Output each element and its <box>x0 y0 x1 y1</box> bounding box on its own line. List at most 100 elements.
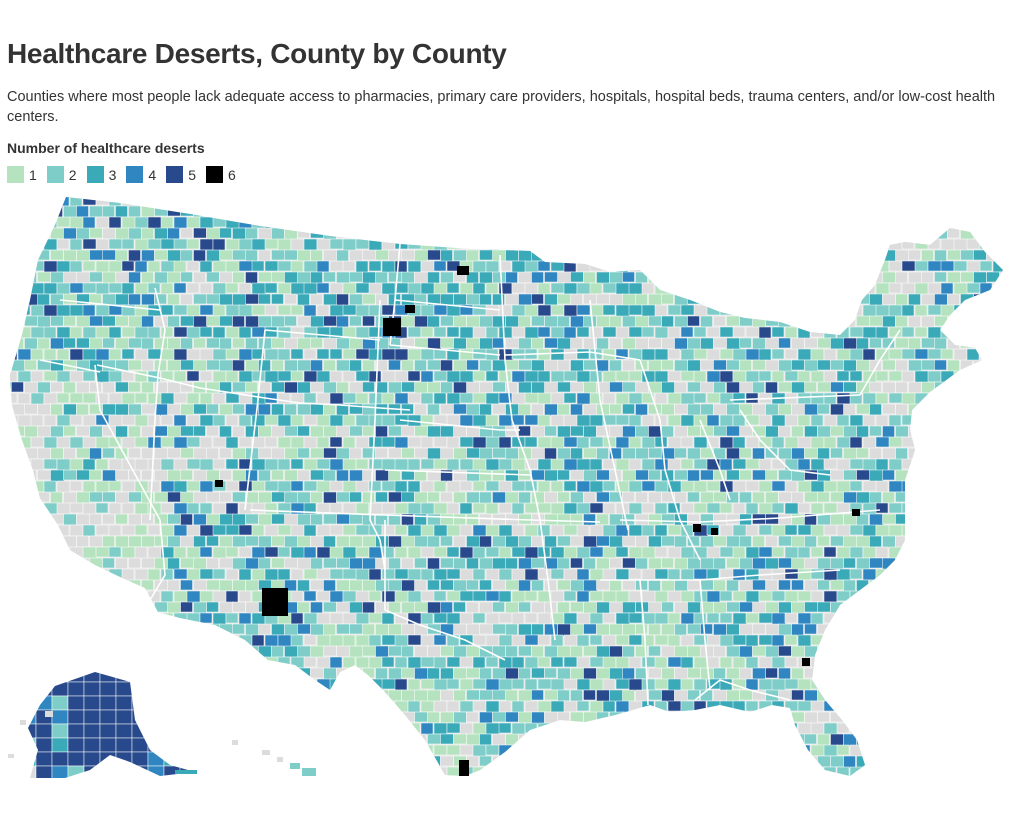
county-cell <box>89 491 103 503</box>
county-cell <box>69 436 85 450</box>
county-cell <box>89 205 104 218</box>
county-cell <box>667 326 681 340</box>
county-cell <box>63 337 76 349</box>
county-cell <box>583 689 596 701</box>
county-cell <box>56 458 72 472</box>
county-cell <box>121 502 135 515</box>
county-cell <box>212 700 227 713</box>
county-cell <box>329 197 344 206</box>
county-cell <box>115 513 128 525</box>
county-cell <box>537 700 553 713</box>
county-cell <box>394 700 409 713</box>
county-cell <box>10 524 19 536</box>
county-cell <box>589 282 603 295</box>
county-cell <box>830 205 845 219</box>
county-cell <box>531 711 545 725</box>
county-cell <box>797 480 813 494</box>
county-cell <box>701 778 715 790</box>
county-cell <box>550 326 566 339</box>
county-cell <box>420 216 435 230</box>
county-cell <box>160 590 174 603</box>
county-cell <box>407 634 422 646</box>
county-cell <box>752 711 766 724</box>
county-cell <box>869 645 882 657</box>
county-cell <box>719 348 735 360</box>
county-cell <box>895 667 909 681</box>
us-county-choropleth-map[interactable] <box>0 190 1013 790</box>
legend-item-1: 1 <box>7 166 37 183</box>
county-cell <box>264 458 279 472</box>
county-cell <box>115 337 130 350</box>
county-cell <box>953 260 968 272</box>
county-cell <box>147 612 161 625</box>
county-cell <box>368 744 383 757</box>
hawaii-island <box>262 750 270 755</box>
county-cell <box>810 744 826 757</box>
county-cell <box>999 535 1003 549</box>
county-cell <box>758 348 772 362</box>
county-cell <box>342 238 357 252</box>
county-cell <box>602 766 616 776</box>
county-cell <box>82 392 98 404</box>
county-cell <box>979 326 995 340</box>
county-cell <box>199 722 215 736</box>
county-cell <box>713 601 727 615</box>
county-cell <box>921 337 936 349</box>
county-cell <box>914 370 930 384</box>
county-cell <box>609 271 624 285</box>
county-cell <box>914 722 928 734</box>
county-cell <box>375 733 389 746</box>
county-cell <box>310 205 325 217</box>
county-cell <box>615 678 631 690</box>
county-cell <box>76 645 90 658</box>
county-cell <box>433 216 449 228</box>
county-cell <box>739 403 754 417</box>
county-cell <box>583 579 598 593</box>
county-cell <box>823 590 838 603</box>
county-cell <box>752 227 766 240</box>
county-cell <box>661 381 676 394</box>
county-cell <box>316 458 331 470</box>
county-cell <box>999 337 1003 350</box>
county-cell <box>719 260 735 273</box>
county-cell <box>414 337 428 349</box>
county-cell <box>251 480 266 492</box>
county-cell <box>141 337 154 351</box>
county-cell <box>823 414 838 428</box>
county-cell <box>908 271 923 285</box>
county-cell <box>37 271 51 283</box>
county-cell <box>212 612 227 626</box>
county-cell <box>414 535 429 548</box>
county-cell <box>492 601 505 613</box>
county-cell <box>589 700 604 714</box>
county-cell <box>739 249 754 263</box>
county-cell <box>817 359 831 371</box>
county-cell <box>194 778 208 789</box>
county-cell <box>193 403 207 415</box>
county-cell <box>63 513 77 526</box>
county-cell <box>108 370 123 383</box>
county-cell <box>992 282 1003 295</box>
county-cell <box>973 733 986 745</box>
county-cell <box>128 249 141 263</box>
county-cell <box>636 778 649 788</box>
county-cell <box>674 425 688 439</box>
county-cell <box>934 491 947 504</box>
county-cell <box>960 513 975 526</box>
county-cell <box>784 216 799 228</box>
county-cell <box>778 513 792 526</box>
county-cell <box>51 737 69 753</box>
county-cell <box>687 689 700 701</box>
county-cell <box>557 711 570 725</box>
county-cell <box>427 645 441 659</box>
county-cell <box>90 778 102 789</box>
county-cell <box>401 315 415 328</box>
county-cell <box>199 612 213 624</box>
county-cell <box>934 601 947 615</box>
county-cell <box>355 634 371 647</box>
county-cell <box>11 513 26 525</box>
county-cell <box>24 535 39 547</box>
county-cell <box>128 381 141 393</box>
county-cell <box>95 568 111 580</box>
county-cell <box>817 645 831 657</box>
